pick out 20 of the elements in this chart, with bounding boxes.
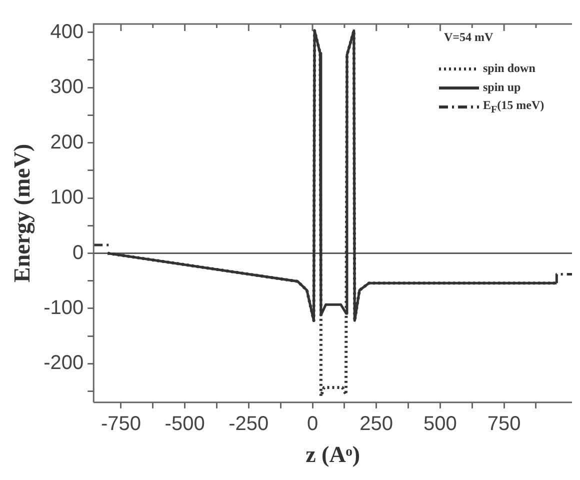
- x-tick-label: 250: [360, 412, 394, 435]
- y-tick-label: -100: [44, 297, 84, 320]
- legend-label: spin down: [483, 61, 536, 76]
- x-tick-label: 0: [306, 412, 318, 435]
- legend-label: E$_{F}$(15 meV): [483, 98, 544, 116]
- y-tick-label: 200: [50, 131, 84, 154]
- x-tick-label: -500: [164, 412, 205, 435]
- x-tick-label: -250: [228, 412, 269, 435]
- y-tick-label: 0: [72, 242, 84, 264]
- y-tick-label: 400: [50, 20, 84, 43]
- y-tick-label: 100: [50, 186, 84, 209]
- legend-label: spin up: [483, 80, 521, 95]
- y-tick-label: 300: [50, 76, 84, 98]
- legend-title: V=54 mV: [444, 30, 494, 45]
- x-axis-title: z (Aᵒ): [306, 442, 360, 468]
- y-axis-title: Energy (meV): [10, 144, 36, 283]
- x-tick-label: -750: [100, 412, 141, 435]
- x-tick-label: 750: [487, 412, 521, 435]
- y-tick-label: -200: [44, 352, 84, 374]
- x-tick-label: 500: [424, 412, 457, 435]
